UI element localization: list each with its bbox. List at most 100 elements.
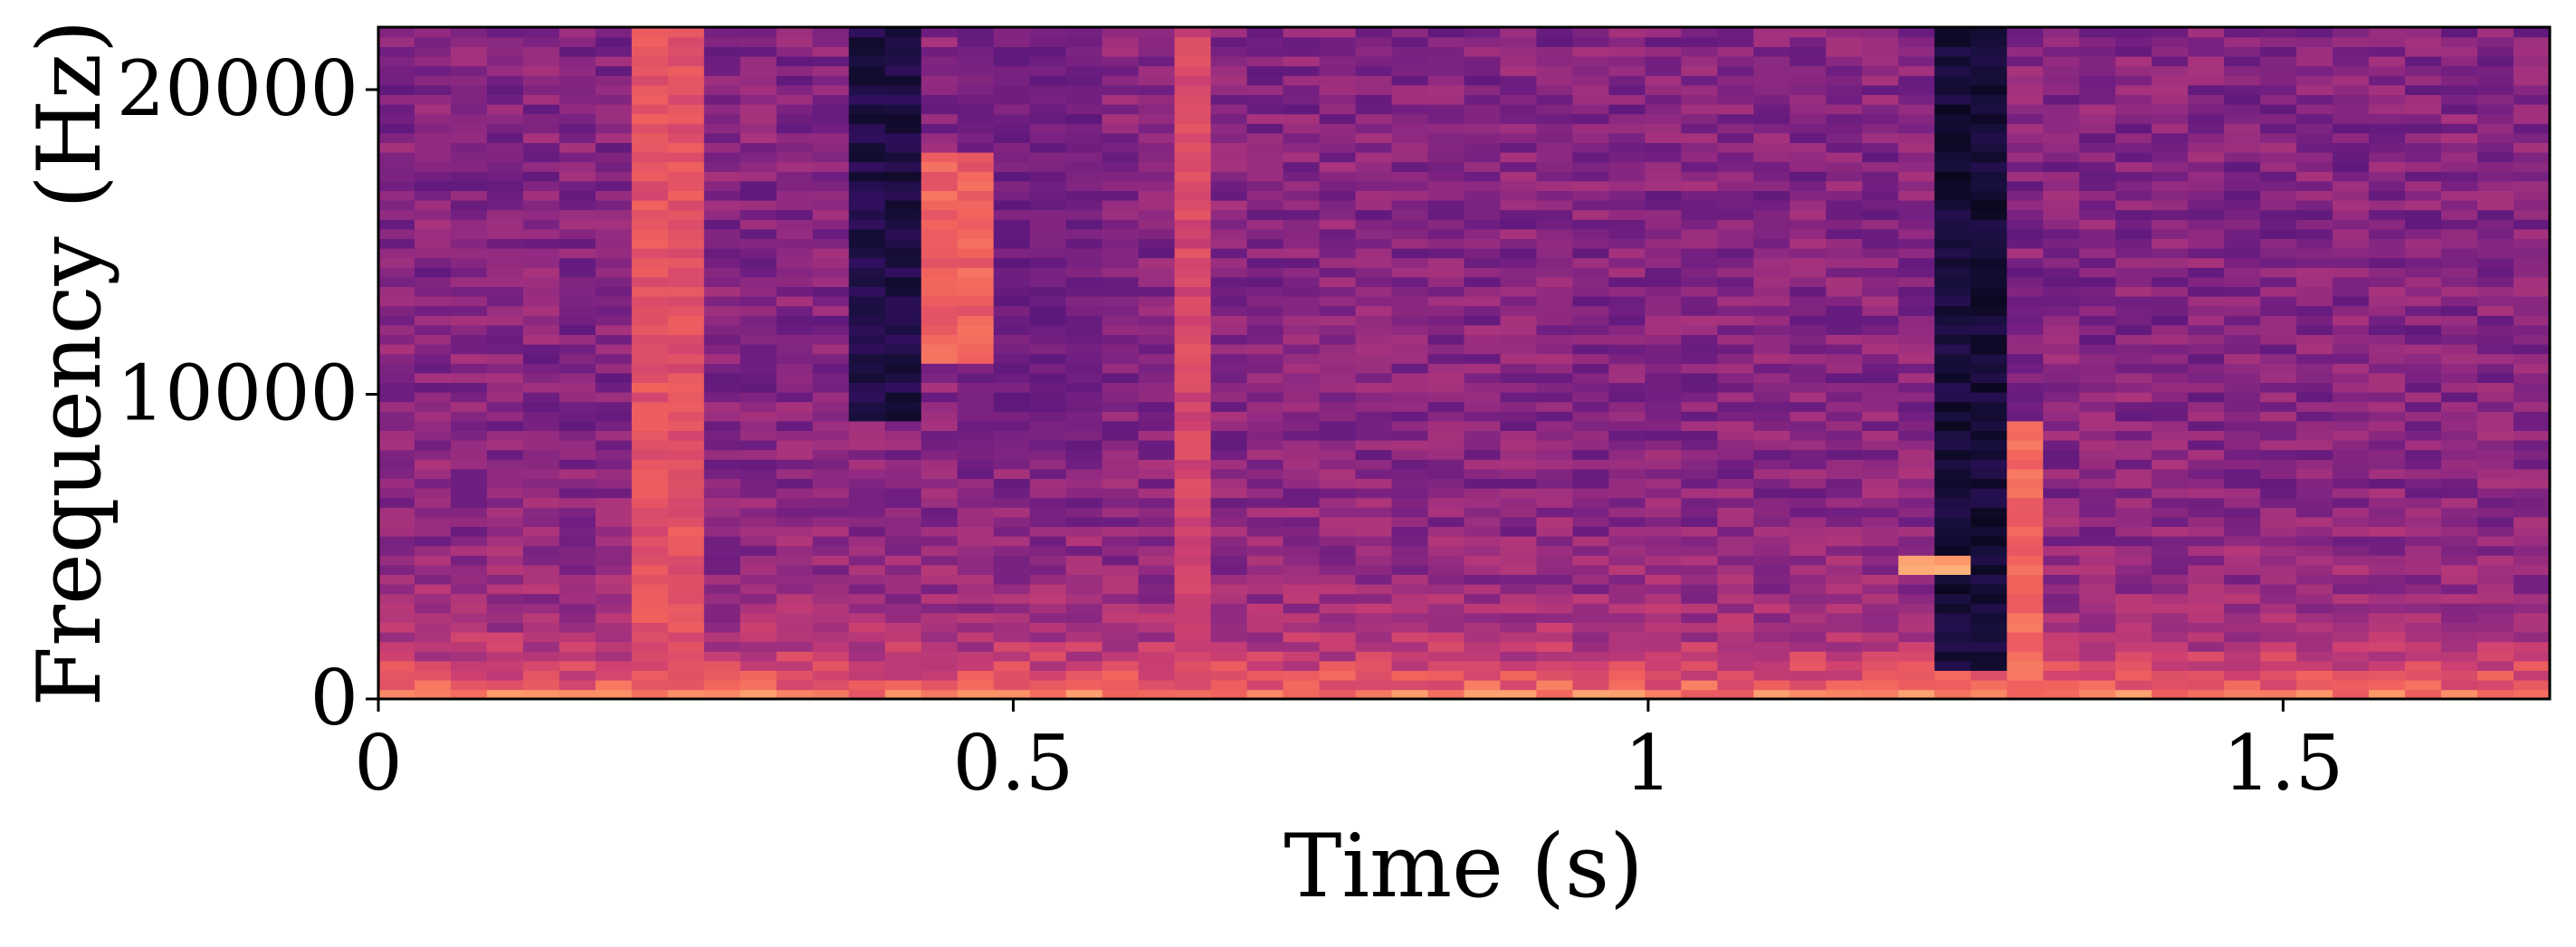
spectrogram-cell (1283, 689, 1321, 700)
spectrogram-cell (1717, 411, 1755, 422)
spectrogram-cell (2477, 459, 2514, 470)
spectrogram-cell (957, 305, 995, 316)
spectrogram-cell (558, 449, 596, 460)
spectrogram-cell (2188, 545, 2225, 556)
spectrogram-cell (2441, 382, 2478, 393)
spectrogram-cell (631, 315, 669, 326)
spectrogram-cell (703, 46, 741, 57)
spectrogram-cell (2477, 142, 2514, 153)
spectrogram-cell (2333, 603, 2370, 614)
spectrogram-cell (2115, 574, 2152, 585)
spectrogram-cell (2007, 113, 2045, 124)
spectrogram-cell (1210, 660, 1248, 671)
spectrogram-cell (486, 151, 524, 163)
spectrogram-cell (776, 315, 814, 326)
spectrogram-cell (1789, 228, 1827, 239)
spectrogram-cell (2188, 497, 2225, 508)
spectrogram-cell (1536, 190, 1574, 201)
spectrogram-cell (667, 574, 705, 585)
spectrogram-cell (2260, 631, 2297, 643)
spectrogram-cell (1029, 247, 1067, 259)
spectrogram-cell (2079, 411, 2116, 422)
spectrogram-cell (993, 305, 1031, 316)
spectrogram-cell (1464, 679, 1502, 691)
spectrogram-cell (1102, 209, 1140, 220)
spectrogram-cell (1500, 27, 1538, 38)
spectrogram-cell (2115, 545, 2152, 556)
spectrogram-cell (2115, 420, 2152, 431)
spectrogram-cell (1753, 430, 1791, 441)
spectrogram-cell (1717, 219, 1755, 230)
spectrogram-cell (1464, 267, 1502, 278)
spectrogram-cell (1427, 382, 1465, 393)
spectrogram-cell (921, 65, 959, 76)
spectrogram-cell (1464, 228, 1502, 239)
spectrogram-cell (2369, 555, 2406, 566)
spectrogram-cell (558, 55, 596, 67)
spectrogram-cell (812, 276, 850, 287)
spectrogram-cell (1681, 171, 1719, 182)
spectrogram-cell (2151, 267, 2189, 278)
spectrogram-cell (1174, 516, 1212, 527)
spectrogram-cell (2477, 190, 2514, 201)
spectrogram-cell (848, 478, 886, 489)
spectrogram-cell (1717, 353, 1755, 364)
spectrogram-cell (2260, 161, 2297, 172)
spectrogram-cell (667, 411, 705, 422)
spectrogram-cell (2441, 651, 2478, 662)
spectrogram-cell (1608, 209, 1646, 220)
spectrogram-cell (1970, 151, 2008, 163)
spectrogram-cell (1898, 574, 1936, 585)
spectrogram-cell (2441, 151, 2478, 163)
spectrogram-cell (776, 55, 814, 67)
spectrogram-cell (1246, 670, 1284, 681)
spectrogram-cell (993, 497, 1031, 508)
spectrogram-cell (703, 372, 741, 383)
spectrogram-cell (2151, 583, 2189, 595)
spectrogram-cell (522, 401, 560, 412)
spectrogram-cell (1898, 545, 1936, 556)
spectrogram-cell (1065, 142, 1103, 153)
spectrogram-cell (848, 343, 886, 355)
spectrogram-cell (739, 679, 778, 691)
spectrogram-cell (595, 199, 633, 211)
spectrogram-cell (812, 247, 850, 259)
spectrogram-cell (1681, 334, 1719, 345)
spectrogram-cell (2188, 94, 2225, 105)
spectrogram-cell (2369, 689, 2406, 700)
spectrogram-cell (2151, 171, 2189, 182)
spectrogram-cell (1753, 545, 1791, 556)
spectrogram-cell (739, 516, 778, 527)
spectrogram-cell (631, 267, 669, 278)
spectrogram-cell (1717, 334, 1755, 345)
spectrogram-cell (1681, 612, 1719, 623)
spectrogram-cell (2007, 103, 2045, 115)
spectrogram-cell (1572, 103, 1610, 115)
spectrogram-cell (1138, 315, 1176, 326)
spectrogram-cell (812, 209, 850, 220)
spectrogram-cell (1645, 295, 1683, 307)
spectrogram-cell (2043, 55, 2081, 67)
spectrogram-cell (450, 36, 488, 47)
spectrogram-cell (2477, 238, 2514, 249)
spectrogram-cell (1826, 679, 1864, 691)
spectrogram-cell (1464, 439, 1502, 451)
spectrogram-cell (2151, 132, 2189, 143)
spectrogram-cell (522, 123, 560, 134)
spectrogram-cell (921, 526, 959, 537)
spectrogram-cell (2043, 27, 2081, 38)
spectrogram-cell (2405, 631, 2442, 643)
spectrogram-cell (1464, 593, 1502, 604)
spectrogram-cell (1970, 449, 2008, 460)
spectrogram-cell (1681, 113, 1719, 124)
spectrogram-cell (2224, 113, 2261, 124)
spectrogram-cell (1970, 353, 2008, 364)
spectrogram-cell (1029, 228, 1067, 239)
spectrogram-cell (1283, 622, 1321, 633)
spectrogram-cell (378, 353, 415, 364)
spectrogram-cell (2007, 286, 2045, 297)
spectrogram-cell (1210, 228, 1248, 239)
spectrogram-cell (2151, 516, 2189, 527)
spectrogram-cell (739, 315, 778, 326)
spectrogram-cell (957, 353, 995, 364)
